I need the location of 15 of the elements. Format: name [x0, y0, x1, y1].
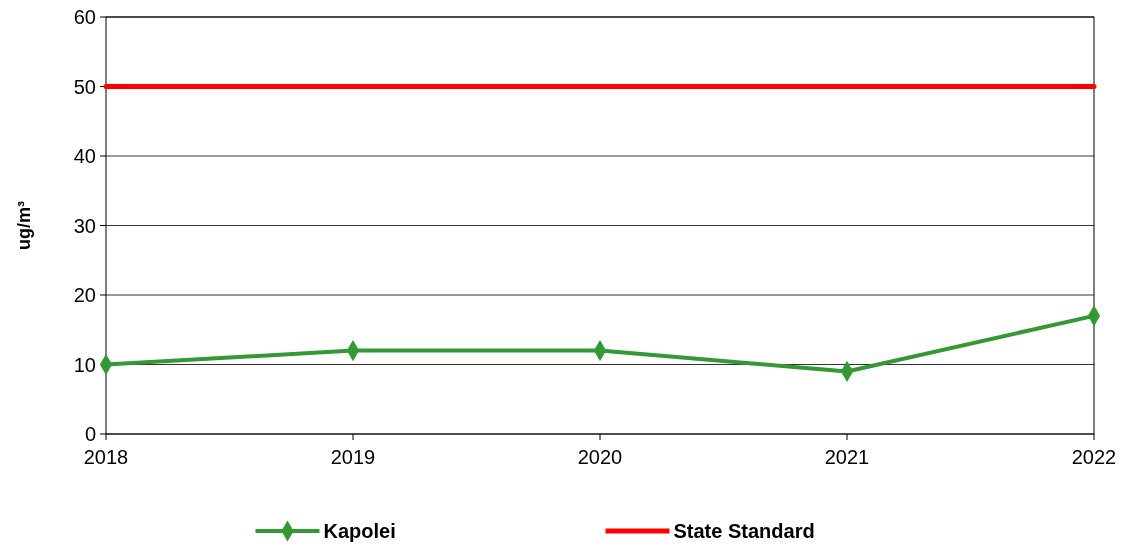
y-tick-label: 10 — [73, 353, 96, 376]
y-axis-title: ug/m³ — [14, 201, 34, 250]
x-tick-label: 2021 — [824, 446, 870, 468]
x-tick-label: 2020 — [577, 446, 623, 468]
x-tick-label: 2018 — [83, 446, 129, 468]
y-tick-label: 0 — [84, 423, 96, 445]
legend-label: State Standard — [673, 520, 815, 542]
y-tick-label: 60 — [73, 6, 96, 28]
y-tick-label: 40 — [73, 145, 96, 167]
x-tick-label: 2019 — [330, 446, 376, 468]
legend-label: Kapolei — [323, 520, 396, 542]
y-tick-label: 30 — [73, 214, 96, 237]
y-tick-label: 50 — [73, 75, 96, 98]
x-tick-label: 2022 — [1071, 446, 1117, 468]
y-tick-label: 20 — [73, 284, 96, 306]
